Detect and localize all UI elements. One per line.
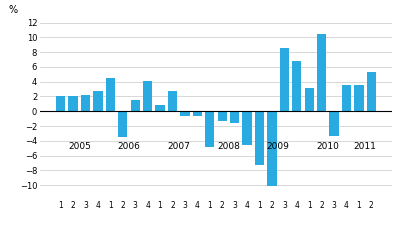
Bar [68, 96, 78, 111]
Bar [367, 72, 376, 111]
Text: 2008: 2008 [217, 142, 240, 151]
Bar [93, 90, 103, 111]
Bar [230, 111, 239, 123]
Bar [143, 81, 152, 111]
Bar [267, 111, 276, 186]
Bar [242, 111, 252, 144]
Bar [292, 61, 302, 111]
Bar [81, 95, 90, 111]
Bar [317, 34, 326, 111]
Bar [304, 88, 314, 111]
Bar [193, 111, 202, 116]
Bar [180, 111, 190, 116]
Bar [118, 111, 128, 137]
Bar [56, 96, 65, 111]
Bar [329, 111, 339, 136]
Text: 2006: 2006 [118, 142, 140, 151]
Text: %: % [8, 6, 18, 16]
Bar [106, 78, 115, 111]
Text: 2010: 2010 [316, 142, 339, 151]
Text: 2007: 2007 [167, 142, 190, 151]
Text: 2005: 2005 [68, 142, 91, 151]
Bar [130, 100, 140, 111]
Bar [156, 105, 165, 111]
Bar [280, 48, 289, 111]
Text: 2009: 2009 [267, 142, 290, 151]
Bar [218, 111, 227, 121]
Bar [168, 90, 177, 111]
Bar [205, 111, 214, 147]
Text: 2011: 2011 [354, 142, 376, 151]
Bar [342, 85, 351, 111]
Bar [255, 111, 264, 164]
Bar [354, 84, 364, 111]
